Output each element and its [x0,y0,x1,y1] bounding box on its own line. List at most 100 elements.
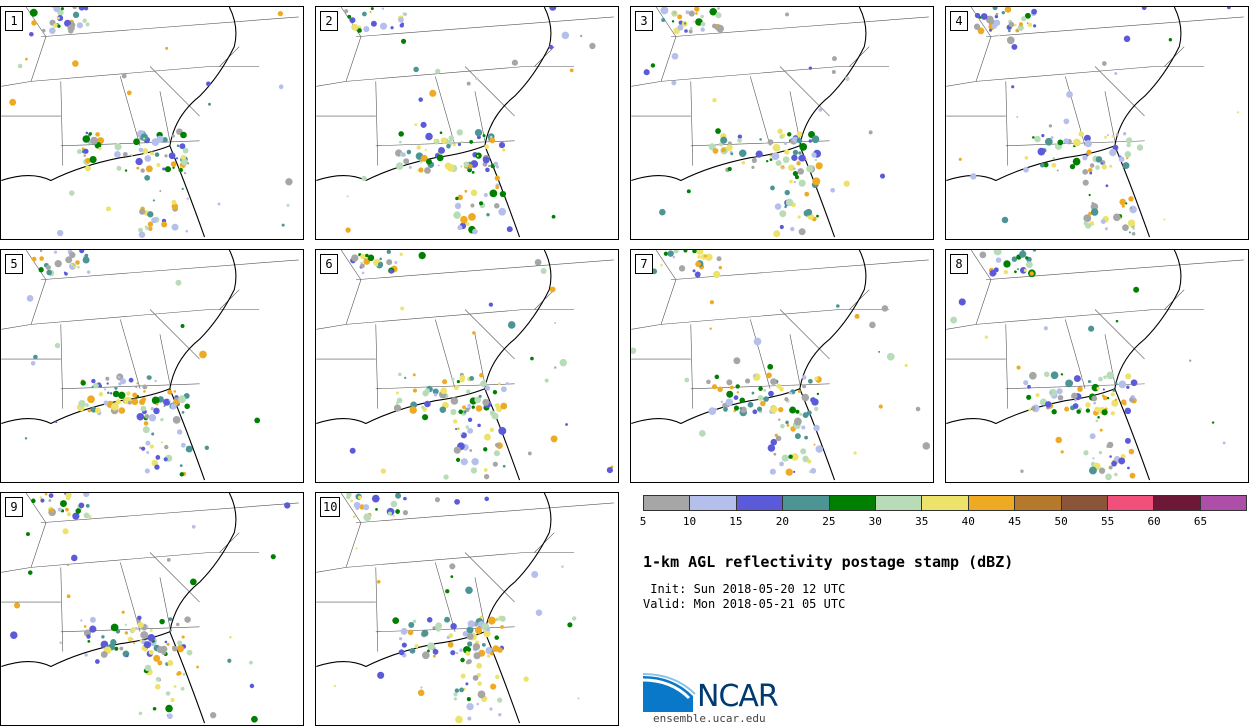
reflectivity-cell [540,268,547,274]
reflectivity-cell [1088,466,1097,475]
colorbar-segment [644,496,691,510]
reflectivity-cell [465,425,469,429]
reflectivity-cell [709,300,714,305]
reflectivity-cell [117,375,121,379]
reflectivity-cell [375,507,378,511]
reflectivity-cell [792,149,799,156]
reflectivity-cell [376,580,381,584]
state-boundary [661,309,890,325]
ensemble-member-panel-3: 3 [630,6,934,240]
reflectivity-cell [1037,147,1046,156]
reflectivity-cell [167,713,173,720]
reflectivity-cell [451,377,455,381]
state-boundary [985,259,1244,281]
reflectivity-cell [155,676,161,682]
reflectivity-cell [1014,23,1017,27]
reflectivity-cell [386,259,393,266]
state-boundary [690,81,694,166]
reflectivity-cell [1114,472,1118,477]
reflectivity-cell [121,610,125,614]
reflectivity-cell [185,445,193,453]
reflectivity-cell [412,619,417,624]
reflectivity-cell [465,650,471,656]
reflectivity-cell [26,295,34,302]
colorbar-tick-label: 40 [961,515,975,528]
reflectivity-cell [715,128,721,134]
reflectivity-cell [66,512,71,517]
reflectivity-cell [468,213,476,221]
state-boundary [670,259,929,281]
reflectivity-cell [770,405,778,413]
reflectivity-cell [439,406,447,413]
reflectivity-cell [159,618,165,625]
reflectivity-cell [759,138,762,141]
reflectivity-cell [39,256,44,261]
reflectivity-cell [443,474,449,480]
reflectivity-cell [160,417,164,422]
reflectivity-cell [277,10,284,17]
reflectivity-cell [144,155,152,162]
reflectivity-cell [175,157,179,160]
reflectivity-cell [432,626,436,630]
reflectivity-cell [141,446,146,451]
reflectivity-cell [474,396,482,404]
reflectivity-map [631,250,931,481]
reflectivity-cell [59,500,67,508]
reflectivity-cell [677,24,684,31]
reflectivity-cell [457,427,460,430]
reflectivity-cell [153,407,160,415]
reflectivity-cell [151,217,158,224]
reflectivity-cell [83,625,87,628]
reflectivity-cell [412,388,418,393]
reflectivity-cell [714,374,720,380]
reflectivity-cell [477,690,486,699]
reflectivity-cell [417,689,425,697]
reflectivity-cell [173,685,177,688]
reflectivity-cell [773,452,777,456]
member-number-label: 3 [635,11,653,31]
reflectivity-cell [1016,268,1019,271]
reflectivity-cell [426,617,433,623]
reflectivity-cell [1056,169,1059,172]
reflectivity-cell [402,510,409,516]
member-number-label: 6 [320,254,338,274]
ensemble-member-panel-2: 2 [315,6,619,240]
reflectivity-cell [781,167,784,170]
reflectivity-cell [800,448,807,455]
reflectivity-cell [386,250,391,254]
reflectivity-cell [25,532,30,537]
reflectivity-cell [455,196,459,201]
reflectivity-cell [677,14,683,20]
reflectivity-cell [1122,132,1127,136]
reflectivity-cell [772,143,781,152]
reflectivity-cell [147,211,154,218]
reflectivity-cell [172,166,175,169]
reflectivity-cell [388,268,394,274]
reflectivity-cell [39,250,43,253]
reflectivity-cell [135,385,138,389]
reflectivity-cell [139,208,146,215]
reflectivity-cell [182,672,186,676]
reflectivity-cell [497,697,503,703]
reflectivity-cell [407,629,414,636]
reflectivity-cell [147,221,154,227]
reflectivity-cell [124,169,128,172]
reflectivity-cell [169,629,172,632]
reflectivity-cell [148,226,153,231]
reflectivity-cell [1088,325,1095,332]
reflectivity-cell [421,651,430,660]
reflectivity-cell [694,7,700,12]
reflectivity-cell [351,254,359,262]
reflectivity-cell [1057,139,1064,146]
reflectivity-cell [31,20,37,26]
reflectivity-cell [142,426,150,434]
reflectivity-cell [741,160,746,165]
reflectivity-cell [419,160,423,164]
reflectivity-cell [831,56,837,62]
state-boundary [631,250,677,330]
reflectivity-cell [1099,428,1103,432]
colorbar-segment [1107,496,1155,510]
reflectivity-cell [460,141,464,144]
reflectivity-cell [432,388,439,395]
reflectivity-cell [133,138,140,146]
